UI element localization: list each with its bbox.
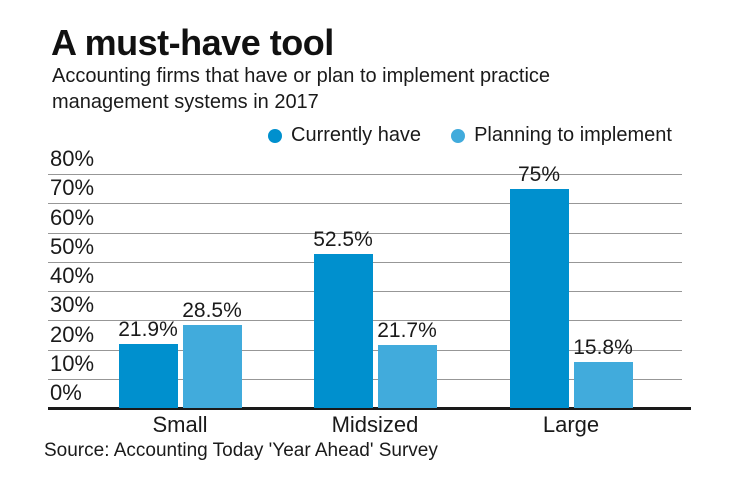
bar-currently-have-small [118, 343, 178, 408]
bar-planning-to-implement-small [182, 324, 242, 408]
subtitle-line-1: Accounting firms that have or plan to im… [52, 65, 551, 87]
x-axis-label-midsized: Midsized [331, 412, 419, 437]
gridline [48, 203, 682, 205]
legend-label-planning-to-implement: Planning to implement [474, 124, 672, 146]
value-label-planning-to-implement-midsized: 21.7% [377, 318, 437, 342]
gridline [48, 232, 682, 234]
value-label-currently-have-large: 75% [517, 162, 561, 186]
x-axis-baseline [48, 407, 691, 410]
chart-legend: Currently have Planning to implement [268, 124, 672, 147]
y-axis-tick-label: 50% [50, 233, 95, 259]
gridline [48, 174, 682, 175]
y-axis-tick-label: 70% [50, 175, 95, 201]
y-axis-tick-label: 10% [50, 350, 95, 376]
y-axis-tick-label: 20% [50, 321, 95, 347]
y-axis-tick-label: 30% [50, 292, 95, 318]
x-axis-label-small: Small [152, 412, 208, 437]
value-label-currently-have-midsized: 52.5% [313, 228, 373, 252]
y-axis-tick-label: 80% [50, 146, 95, 171]
y-axis-tick-label: 0% [50, 380, 82, 405]
legend-item-planning-to-implement: Planning to implement [451, 124, 672, 147]
bar-currently-have-large [509, 188, 569, 408]
value-label-currently-have-small: 21.9% [118, 317, 178, 341]
chart-title: A must-have tool [51, 22, 334, 63]
bar-planning-to-implement-large [573, 361, 633, 408]
legend-dot-icon [268, 128, 282, 143]
x-axis-label-large: Large [542, 412, 600, 437]
value-label-planning-to-implement-large: 15.8% [573, 335, 633, 359]
subtitle-line-2: management systems in 2017 [52, 91, 319, 113]
bar-planning-to-implement-midsized [377, 344, 437, 408]
value-label-planning-to-implement-small: 28.5% [182, 298, 242, 322]
bar-currently-have-midsized [313, 254, 373, 408]
legend-item-currently-have: Currently have [268, 124, 421, 147]
legend-label-currently-have: Currently have [291, 124, 422, 146]
legend-dot-icon [451, 128, 466, 143]
source-note: Source: Accounting Today 'Year Ahead' Su… [44, 440, 438, 461]
y-axis-tick-label: 60% [50, 204, 95, 230]
chart-subtitle: Accounting firms that have or plan to im… [52, 63, 550, 115]
y-axis-tick-label: 40% [50, 263, 95, 288]
